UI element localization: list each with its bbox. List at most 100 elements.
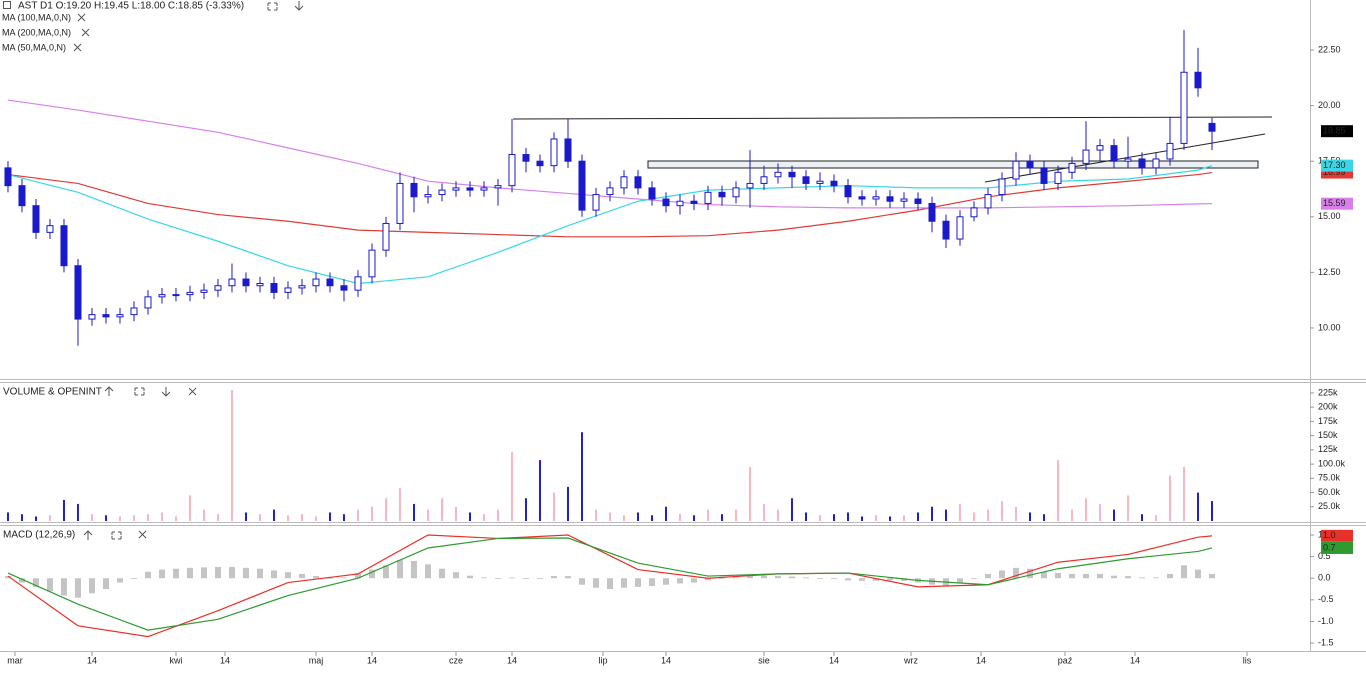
volume-bar (90, 514, 93, 521)
histogram-bar (284, 572, 291, 579)
volume-bar (6, 512, 9, 521)
histogram-bar (872, 578, 879, 581)
histogram-bar (4, 576, 11, 579)
x-tick-label: cze (449, 655, 463, 665)
candle-body (144, 296, 152, 309)
y-tick-label: 125k (1318, 444, 1338, 454)
last-value-label: 16.99 (1323, 167, 1346, 177)
histogram-bar (1068, 573, 1075, 579)
last-value-box (1321, 159, 1353, 172)
last-price-label: 18.85 (1323, 126, 1346, 136)
histogram-bar (536, 578, 543, 580)
histogram-bar (74, 578, 81, 598)
x-tick-label: 14 (829, 655, 839, 665)
histogram-bar (466, 575, 473, 579)
candle-body (1124, 158, 1132, 162)
volume-bar (62, 499, 65, 521)
candle-body (284, 287, 292, 293)
candle-body (396, 182, 404, 224)
volume-bar (678, 514, 681, 521)
candle-body (1166, 142, 1174, 160)
histogram-bar (956, 578, 963, 584)
close-icon[interactable] (138, 530, 147, 539)
volume-bar (958, 503, 961, 521)
collapse-icon[interactable] (3, 1, 11, 9)
candle-body (914, 198, 922, 204)
candle-body (368, 249, 376, 278)
candle-body (312, 278, 320, 287)
maximize-icon[interactable] (111, 531, 122, 540)
legend-close-icon[interactable] (81, 28, 90, 37)
histogram-bar (760, 575, 767, 579)
volume-bar (1042, 514, 1045, 521)
volume-bar (1154, 515, 1157, 521)
legend-close-icon[interactable] (77, 13, 86, 22)
candle-body (60, 225, 68, 267)
candle-body (662, 198, 670, 207)
volume-bar (552, 492, 555, 521)
candle-body (46, 225, 54, 233)
y-tick-label: 0.0 (1318, 573, 1331, 583)
histogram-bar (858, 578, 865, 581)
close-icon[interactable] (188, 387, 197, 396)
histogram-bar (1152, 577, 1159, 579)
candle-body (984, 194, 992, 209)
volume-bar (1140, 514, 1143, 521)
volume-bar (720, 514, 723, 521)
volume-bar (300, 514, 303, 521)
histogram-bar (130, 578, 137, 580)
candle-body (340, 285, 348, 291)
histogram-bar (1180, 565, 1187, 579)
candle-body (214, 285, 222, 291)
histogram-bar (46, 578, 53, 592)
volume-bar (482, 514, 485, 521)
x-tick-label: mar (7, 655, 23, 665)
down-icon[interactable] (294, 1, 304, 11)
maximize-icon[interactable] (134, 387, 145, 396)
volume-bar (412, 503, 415, 521)
volume-bar (594, 509, 597, 521)
maximize-icon[interactable] (267, 2, 278, 11)
candle-body (564, 138, 572, 162)
y-tick-label: 0.5 (1318, 551, 1331, 561)
volume-bar (650, 515, 653, 521)
histogram-bar (298, 573, 305, 579)
histogram-bar (830, 578, 837, 580)
candle-body (1054, 171, 1062, 184)
y-tick-label: 15.00 (1318, 211, 1341, 221)
histogram-bar (1082, 573, 1089, 579)
candle-body (1040, 167, 1048, 184)
legend-close-icon[interactable] (73, 43, 82, 52)
volume-bar (818, 515, 821, 521)
candle-body (634, 176, 642, 189)
panel-separators (0, 0, 1366, 652)
down-icon[interactable] (161, 387, 171, 397)
candle-body (942, 220, 950, 240)
volume-bar (146, 514, 149, 521)
histogram-bar (844, 578, 851, 581)
volume-bar (1000, 501, 1003, 521)
y-tick-label: 22.50 (1318, 44, 1341, 54)
volume-bar (216, 514, 219, 521)
volume-bar (608, 512, 611, 521)
volume-bar (762, 503, 765, 521)
candle-body (858, 196, 866, 200)
histogram-bar (144, 571, 151, 579)
candle-body (172, 294, 180, 297)
macd-title: MACD (12,26,9) (3, 530, 75, 541)
histogram-bar (606, 578, 613, 590)
volume-bar (370, 506, 373, 521)
last-value-box (1321, 529, 1353, 542)
candle-body (550, 138, 558, 167)
candle-body (410, 182, 418, 198)
candle-body (774, 171, 782, 178)
up-icon[interactable] (83, 530, 93, 540)
histogram-bar (1166, 573, 1173, 579)
macd-line (7, 534, 1213, 638)
up-icon[interactable] (104, 386, 114, 396)
candle-body (1110, 145, 1118, 162)
histogram-bar (1040, 572, 1047, 579)
histogram-bar (802, 577, 809, 579)
candle-body (466, 187, 474, 191)
candle-body (536, 160, 544, 167)
